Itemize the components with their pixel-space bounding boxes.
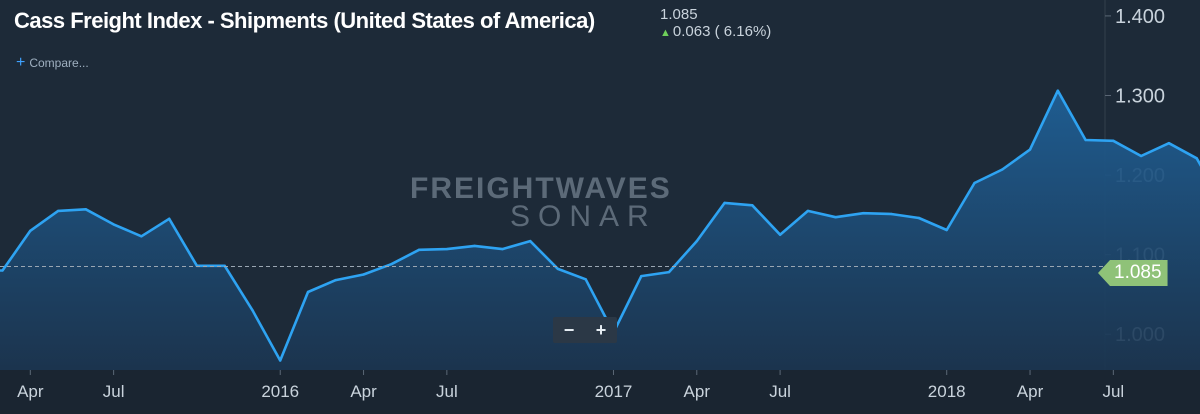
data-point [1001, 168, 1004, 171]
change-value: 0.063 ( 6.16%) [672, 23, 772, 40]
data-point [917, 216, 921, 220]
series-area [0, 90, 1200, 370]
data-point [945, 228, 948, 232]
last-value: 1.085 [660, 6, 698, 23]
watermark-logo: FREIGHTWAVES SONAR [410, 172, 672, 233]
data-point [279, 359, 282, 362]
data-point [640, 274, 643, 278]
watermark-line1: FREIGHTWAVES [410, 172, 672, 205]
data-point [445, 247, 449, 251]
data-point [1084, 138, 1087, 142]
data-point [473, 244, 476, 248]
zoom-out-button[interactable]: − [563, 319, 575, 340]
data-point [84, 208, 88, 211]
x-tick-label: 2018 [928, 382, 966, 401]
compare-label: Compare... [29, 56, 89, 70]
x-tick-label: Jul [1102, 382, 1124, 401]
compare-button[interactable]: + Compare... [16, 54, 89, 72]
price-summary: 1.085 ▲ 0.063 ( 6.16%) [660, 6, 771, 42]
data-point [584, 278, 587, 281]
zoom-controls: − + [553, 317, 617, 343]
zoom-in-button[interactable]: + [595, 319, 607, 340]
data-point [362, 273, 365, 276]
watermark-line2: SONAR [510, 200, 657, 233]
x-axis-strip [0, 370, 1200, 414]
x-tick-label: Jul [769, 382, 791, 401]
data-point [890, 212, 893, 216]
data-point [973, 181, 976, 185]
x-tick-label: Apr [684, 382, 711, 401]
data-point [334, 278, 337, 282]
data-point [667, 270, 671, 274]
x-tick-label: 2017 [595, 382, 633, 401]
data-point [834, 216, 837, 219]
y-tick-label: 1.400 [1115, 6, 1165, 28]
data-point [1112, 139, 1115, 142]
current-value-tag: 1.085 [1098, 260, 1168, 286]
data-point [56, 209, 60, 213]
data-point [723, 201, 726, 205]
x-tick-label: Apr [17, 382, 44, 401]
data-point [1028, 148, 1032, 151]
x-tick-label: Apr [1017, 382, 1044, 401]
data-point [390, 263, 393, 266]
data-point [751, 204, 754, 207]
data-point [417, 248, 421, 251]
data-point [140, 235, 143, 238]
data-point [112, 223, 115, 226]
x-tick-label: 2016 [261, 382, 299, 401]
x-tick-label: Apr [350, 382, 377, 401]
data-point [529, 239, 532, 243]
data-point [1056, 89, 1060, 92]
data-point [168, 217, 171, 220]
data-point [251, 309, 254, 312]
data-point [1, 269, 4, 272]
data-point [1195, 157, 1198, 160]
data-point [306, 290, 310, 294]
data-point [862, 212, 865, 215]
data-point [1139, 154, 1143, 158]
y-tick-label: 1.300 [1115, 85, 1165, 107]
data-point [695, 239, 698, 243]
data-point [556, 267, 560, 271]
data-point [501, 247, 504, 251]
up-arrow-icon: ▲ [660, 27, 671, 39]
x-tick-label: Jul [436, 382, 458, 401]
data-point [806, 209, 810, 213]
x-tick-label: Jul [103, 382, 125, 401]
data-point [29, 229, 32, 232]
data-point [778, 233, 782, 236]
chart-title: Cass Freight Index - Shipments (United S… [14, 8, 595, 33]
plus-icon: + [16, 54, 26, 71]
data-point [1167, 142, 1171, 145]
